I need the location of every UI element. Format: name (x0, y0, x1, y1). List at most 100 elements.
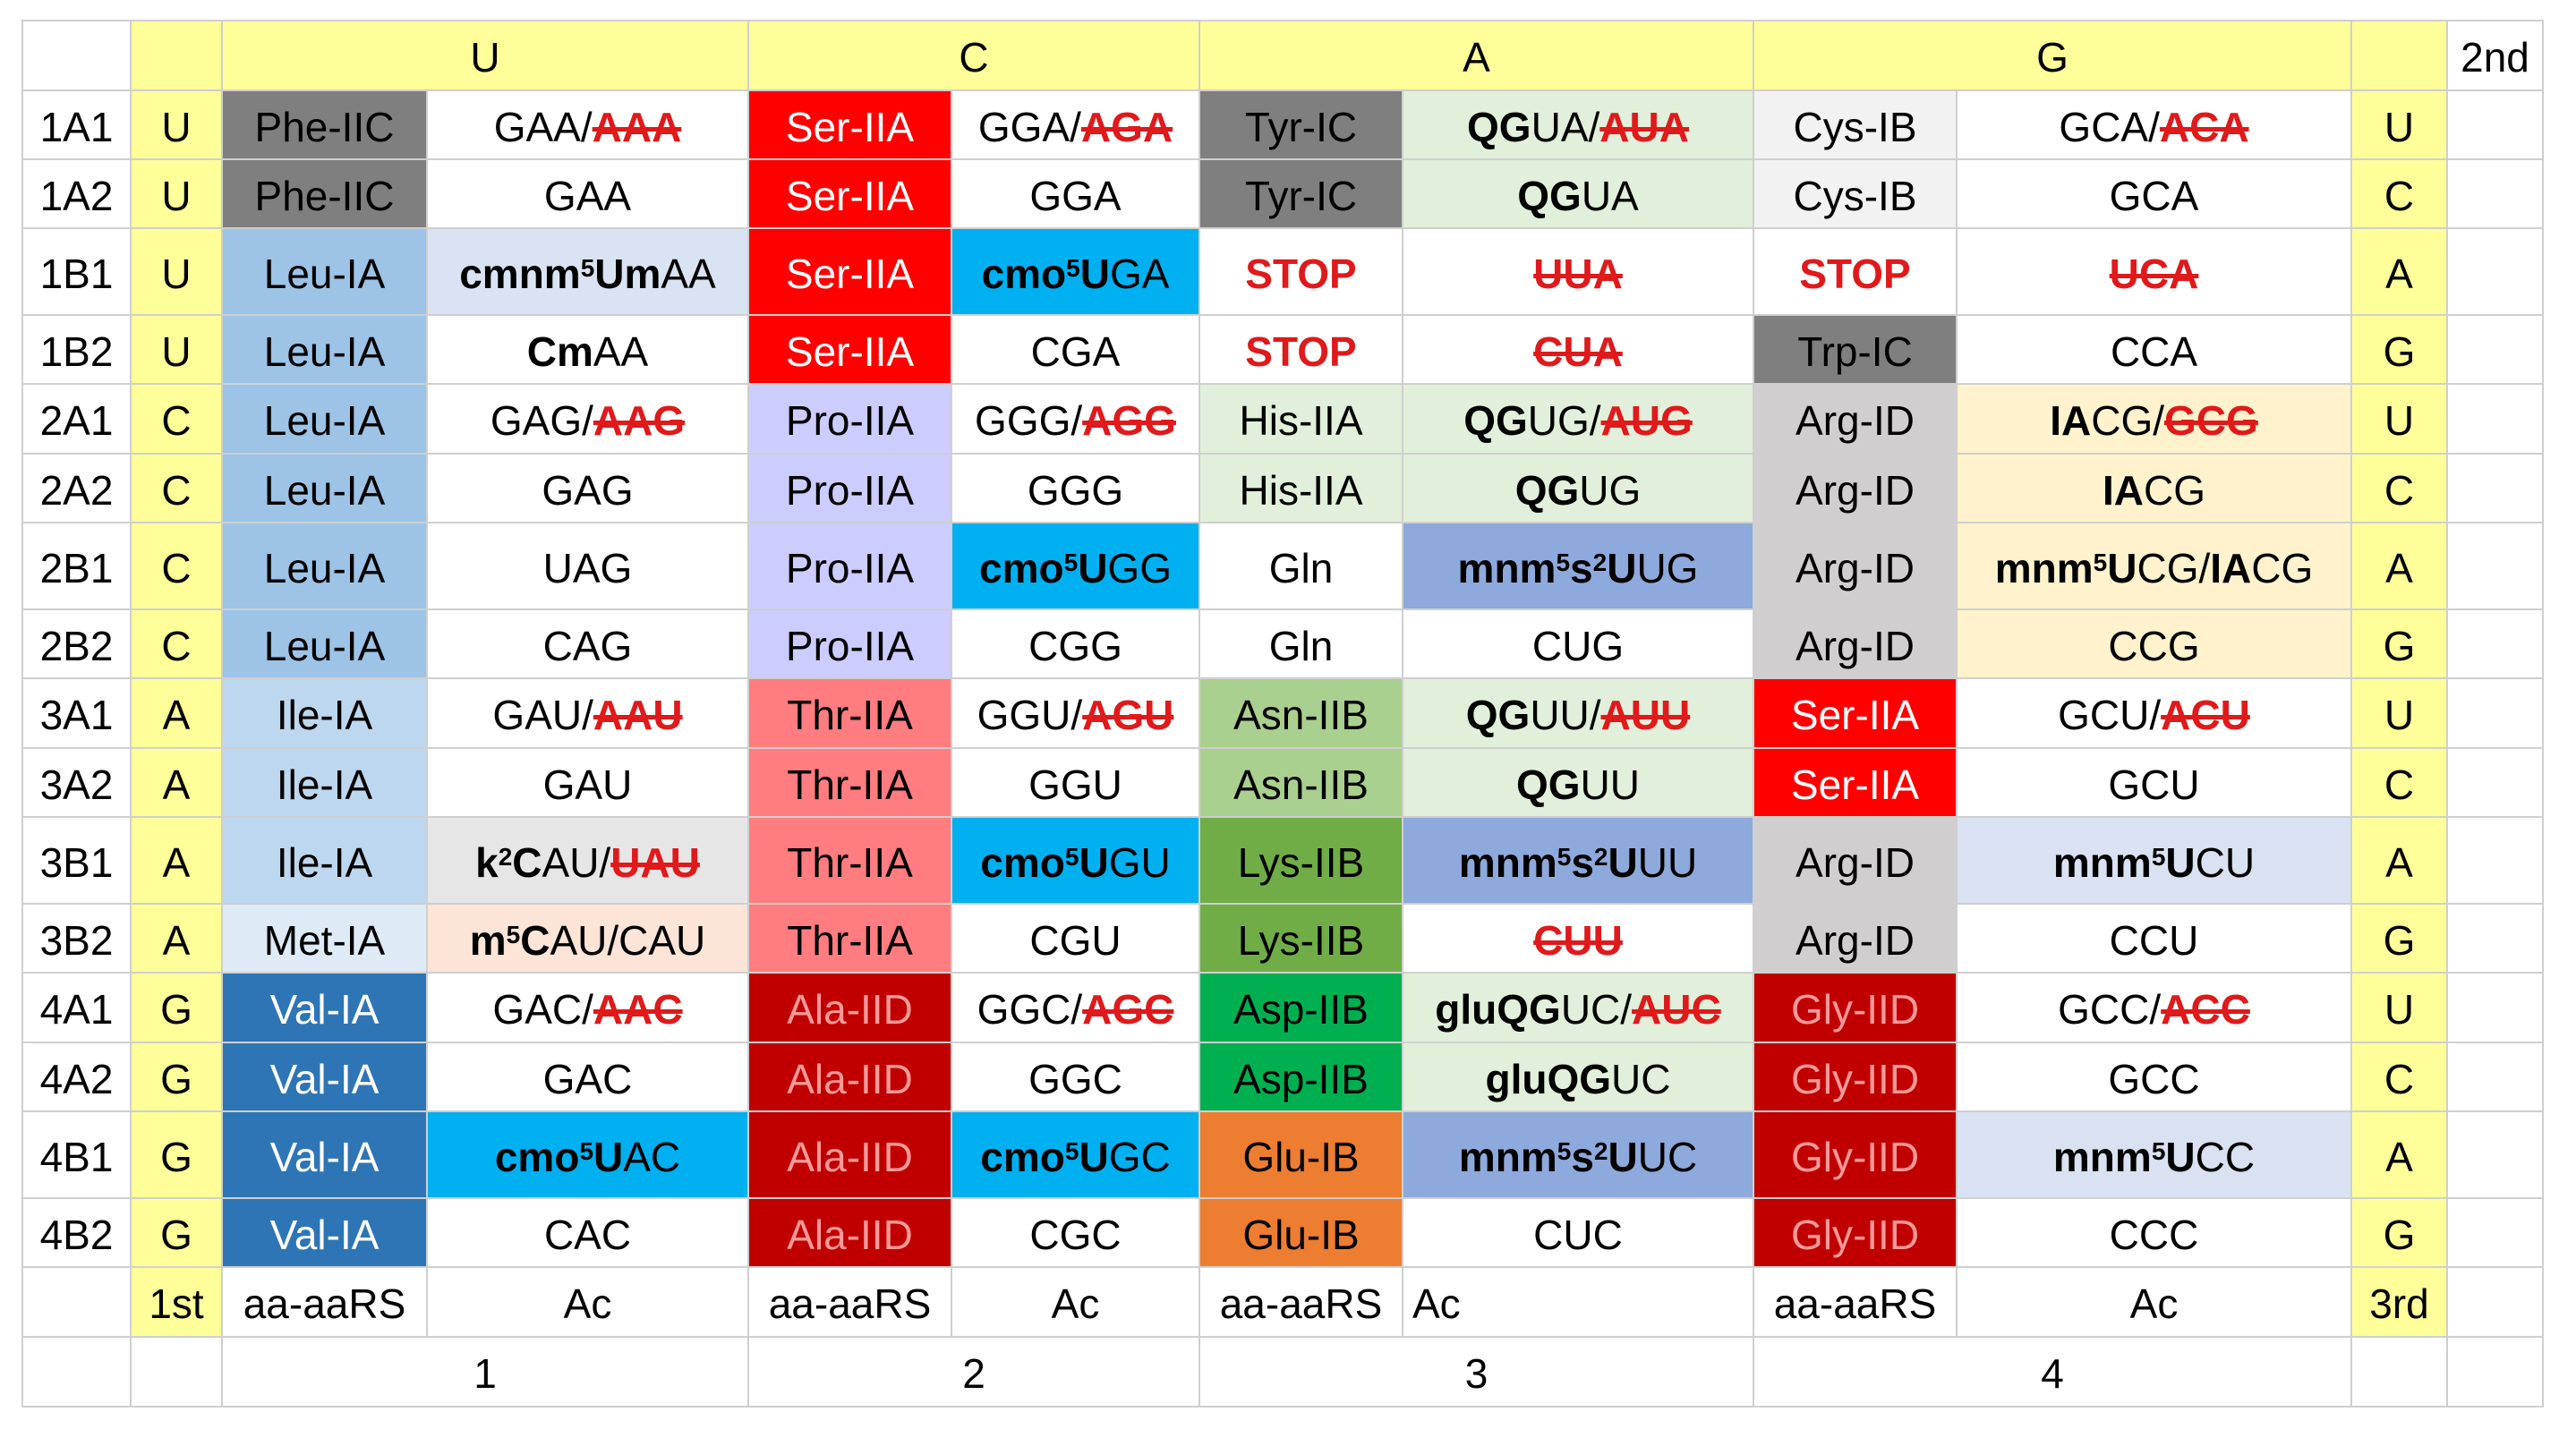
anticodon-part: cmo (979, 544, 1064, 591)
aminoacid-cell: Gly-IID (1754, 1112, 1958, 1199)
second-base-header-C: C (749, 21, 1200, 91)
anticodon-part: GAU/ (492, 692, 593, 738)
anticodon-part: U (1607, 544, 1637, 591)
anticodon-cell: UAG (428, 523, 749, 610)
aminoacid-cell: Lys-IIB (1200, 905, 1403, 974)
anticodon-cell: CGC (952, 1199, 1200, 1268)
anticodon-part: CGU (1029, 916, 1122, 964)
third-base: U (2352, 385, 2448, 455)
anticodon-cell: GCU (1958, 749, 2352, 818)
anticodon-part: GGG (1027, 466, 1124, 514)
empty-cell (2448, 749, 2544, 818)
anticodon-cell: GCA (1958, 160, 2352, 229)
anticodon-part: CCA (2110, 327, 2198, 375)
empty-cell (2448, 818, 2544, 905)
anticodon-part: CGG (1028, 622, 1122, 669)
aminoacid-cell: Ile-IA (223, 679, 428, 749)
anticodon-part: CGA (1030, 327, 1121, 375)
anticodon-cell: GAG (428, 455, 749, 523)
aminoacid-cell: His-IIA (1200, 455, 1403, 523)
anticodon-label: Ac (952, 1268, 1200, 1338)
aminoacid-cell: Gln (1200, 523, 1403, 610)
anticodon-part: UG/ (1527, 397, 1601, 444)
anticodon-cell: m 5 C AU/CAU (428, 905, 749, 974)
aminoacid-cell: Leu-IA (223, 523, 428, 610)
superscript: 5 (1557, 1136, 1572, 1165)
third-base: C (2352, 160, 2448, 229)
row-id: 4A1 (23, 974, 132, 1043)
anticodon-part: s (1570, 544, 1593, 591)
first-base: G (132, 1043, 223, 1112)
aminoacid-cell: Val-IA (223, 1043, 428, 1112)
anticodon-part: mnm (1994, 544, 2094, 591)
anticodon-cell: CGA (952, 316, 1200, 385)
anticodon-cell: mnm 5 s 2 U UC (1403, 1112, 1754, 1199)
anticodon-part: GGU/ (977, 692, 1083, 738)
first-base: C (132, 455, 223, 523)
aa-aars-label: aa-aaRS (749, 1268, 952, 1338)
aminoacid-cell: Gly-IID (1754, 1043, 1958, 1112)
empty-cell (2448, 1043, 2544, 1112)
third-base: A (2352, 1112, 2448, 1199)
struck-codon: UCA (2109, 250, 2199, 297)
anticodon-cell: GGG/AGG (952, 385, 1200, 455)
superscript: 2 (1593, 1136, 1608, 1165)
anticodon-part: mnm (2052, 838, 2152, 886)
anticodon-cell: CUU (1403, 905, 1754, 974)
anticodon-part: CG (2251, 544, 2314, 591)
anticodon-part: U (1078, 544, 1108, 591)
anticodon-cell: QG UA/AUA (1403, 91, 1754, 160)
struck-codon: UUA (1533, 250, 1623, 297)
aminoacid-cell: Asp-IIB (1200, 1043, 1403, 1112)
anticodon-cell: QG UG (1403, 455, 1754, 523)
group-number: 1 (223, 1338, 749, 1408)
superscript: 2 (498, 842, 513, 871)
anticodon-part: GCU (2108, 761, 2200, 808)
first-base: C (132, 523, 223, 610)
anticodon-part: QG (1467, 103, 1531, 150)
struck-codon: ACU (2161, 692, 2250, 738)
second-base-header-A: A (1200, 21, 1754, 91)
anticodon-part: Um (594, 250, 661, 297)
row-id: 1A1 (23, 91, 132, 160)
aminoacid-cell: Cys-IB (1754, 91, 1958, 160)
superscript: 5 (2151, 842, 2166, 871)
anticodon-cell: GAU/AAU (428, 679, 749, 749)
anticodon-part: U (2165, 1133, 2196, 1180)
superscript: 5 (1064, 842, 1079, 871)
anticodon-part: CG/ (2137, 544, 2211, 591)
anticodon-part: U (1079, 838, 1109, 886)
superscript: 5 (2093, 548, 2108, 576)
anticodon-part: GCA (2109, 172, 2199, 219)
aminoacid-cell: Ser-IIA (1754, 749, 1958, 818)
anticodon-part: CGC (1029, 1211, 1122, 1258)
anticodon-cell: mnm 5 s 2 U UU (1403, 818, 1754, 905)
anticodon-part: GGU (1028, 761, 1122, 808)
empty-cell (23, 1338, 132, 1408)
anticodon-part: CCU (2109, 916, 2199, 964)
third-base: C (2352, 1043, 2448, 1112)
empty-cell (2448, 1338, 2544, 1408)
stop-codon: STOP (1200, 316, 1403, 385)
first-base: A (132, 679, 223, 749)
anticodon-part: gluQG (1485, 1055, 1612, 1102)
struck-codon: AUU (1600, 692, 1691, 738)
anticodon-cell: GCA/ACA (1958, 91, 2352, 160)
anticodon-cell: gluQG UC (1403, 1043, 1754, 1112)
anticodon-cell: CAG (428, 610, 749, 679)
anticodon-part: GCC (2108, 1055, 2200, 1102)
anticodon-part: GCA/ (2059, 103, 2160, 150)
anticodon-cell: CUC (1403, 1199, 1754, 1268)
anticodon-label: Ac (1403, 1268, 1754, 1338)
anticodon-part: CUC (1533, 1211, 1623, 1258)
aminoacid-cell: Arg-ID (1754, 385, 1958, 455)
anticodon-part: QG (1517, 172, 1582, 219)
superscript: 2 (1592, 548, 1608, 576)
anticodon-part: GGC (1028, 1055, 1122, 1102)
anticodon-part: U (1079, 250, 1110, 297)
anticodon-cell: cmnm 5 Um AA (428, 229, 749, 316)
aminoacid-cell: Thr-IIA (749, 818, 952, 905)
empty-cell (2448, 974, 2544, 1043)
aminoacid-cell: Ala-IID (749, 1112, 952, 1199)
anticodon-part: cmo (980, 1133, 1065, 1180)
